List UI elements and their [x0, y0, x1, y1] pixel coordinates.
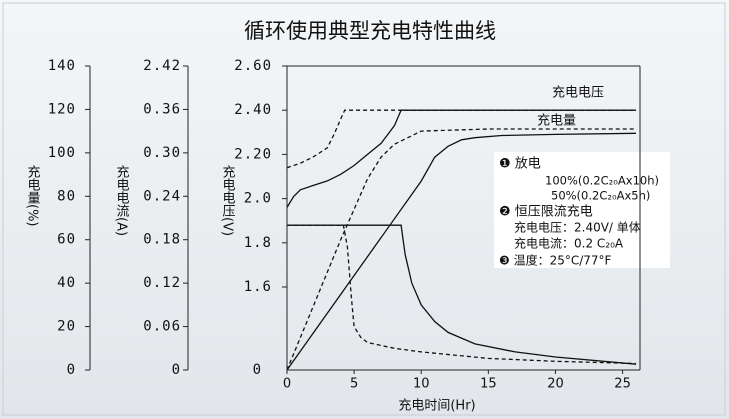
series-line	[286, 128, 636, 371]
note: ❷ 恒压限流充电	[499, 204, 593, 220]
y-tick-label: 0	[67, 362, 76, 378]
y-tick-label: 120	[48, 101, 76, 117]
x-tick-label: 25	[614, 377, 631, 392]
y-tick-label: 0.06	[143, 319, 181, 335]
note: 50%(0.2C₂₀Ax5h)	[551, 189, 650, 203]
y-tick-label: 80	[57, 188, 76, 204]
y-tick-label: 1.8	[244, 235, 272, 251]
axis-title: 充电量(%)	[25, 164, 41, 226]
note: 充电电压：2.40V/ 单体	[514, 220, 641, 235]
y-tick-label: 2.60	[234, 58, 272, 74]
axis-title: 充电电流(A)	[114, 164, 130, 236]
x-tick-label: 0	[283, 377, 291, 392]
y-tick-label: 2.0	[244, 191, 272, 207]
y-tick-label: 0.30	[143, 145, 181, 161]
x-tick-label: 15	[480, 377, 497, 392]
y-tick-label: 140	[48, 58, 76, 74]
curve-label: 充电量	[537, 113, 576, 129]
y-tick-label: 0	[172, 362, 181, 378]
series-line	[286, 109, 636, 169]
series-line	[286, 132, 637, 371]
note-box	[494, 152, 670, 268]
series-line	[287, 224, 637, 365]
y-tick-label: 40	[57, 275, 76, 291]
series-line	[287, 224, 637, 365]
note: 100%(0.2C₂₀Ax10h)	[545, 174, 659, 188]
y-tick-label: 0.24	[143, 188, 181, 204]
note: ❶ 放电	[499, 157, 541, 172]
axis-break-label: 0	[253, 362, 262, 378]
y-tick-label: 60	[57, 232, 76, 248]
x-axis-title: 充电时间(Hr)	[398, 398, 475, 414]
y-tick-label: 2.40	[234, 102, 272, 118]
y-tick-label: 20	[57, 319, 76, 335]
curve-label: 充电电压	[552, 85, 604, 101]
y-tick-label: 0.12	[143, 275, 181, 291]
axis-title: 充电电压(V)	[220, 164, 236, 236]
y-tick-label: 2.42	[143, 58, 181, 74]
note: ❸ 温度：25°C/77°F	[499, 253, 612, 268]
x-tick-label: 20	[547, 377, 564, 392]
chart-title: 循环使用典型充电特性曲线	[244, 19, 496, 43]
y-tick-label: 2.20	[234, 146, 272, 162]
y-tick-label: 100	[48, 145, 76, 161]
y-tick-label: 1.6	[244, 279, 272, 295]
y-tick-label: 0.18	[143, 232, 181, 248]
x-tick-label: 5	[350, 377, 358, 392]
series-line	[286, 109, 636, 208]
x-tick-label: 10	[413, 377, 430, 392]
y-tick-label: 0.36	[143, 101, 181, 117]
note: 充电电流：0.2 C₂₀A	[514, 236, 624, 251]
